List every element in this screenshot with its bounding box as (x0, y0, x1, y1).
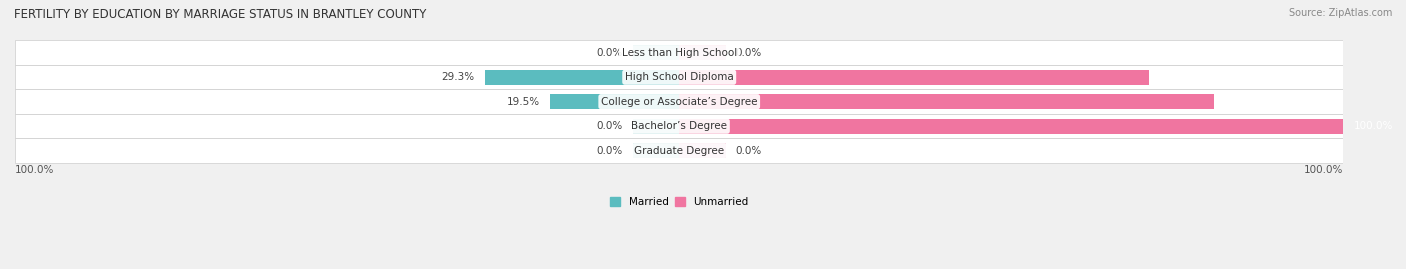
Text: 29.3%: 29.3% (441, 72, 475, 82)
Text: College or Associate’s Degree: College or Associate’s Degree (600, 97, 758, 107)
Legend: Married, Unmarried: Married, Unmarried (606, 193, 752, 211)
Bar (679, 70, 1149, 85)
Bar (633, 45, 679, 60)
Bar (679, 45, 725, 60)
Bar (679, 94, 1213, 109)
Text: Source: ZipAtlas.com: Source: ZipAtlas.com (1288, 8, 1392, 18)
Text: 100.0%: 100.0% (15, 165, 55, 175)
Text: 0.0%: 0.0% (596, 48, 623, 58)
Bar (15, 40, 1344, 65)
Text: 19.5%: 19.5% (506, 97, 540, 107)
Bar (550, 94, 679, 109)
Text: 70.7%: 70.7% (1159, 72, 1192, 82)
Text: 100.0%: 100.0% (1354, 121, 1393, 131)
Bar (15, 114, 1344, 139)
Bar (15, 89, 1344, 114)
Text: Bachelor’s Degree: Bachelor’s Degree (631, 121, 727, 131)
Bar (485, 70, 679, 85)
Bar (633, 119, 679, 134)
Text: 0.0%: 0.0% (735, 146, 762, 156)
Bar (15, 65, 1344, 89)
Text: FERTILITY BY EDUCATION BY MARRIAGE STATUS IN BRANTLEY COUNTY: FERTILITY BY EDUCATION BY MARRIAGE STATU… (14, 8, 426, 21)
Text: Less than High School: Less than High School (621, 48, 737, 58)
Text: 0.0%: 0.0% (596, 121, 623, 131)
Bar (679, 143, 725, 158)
Text: 80.5%: 80.5% (1223, 97, 1257, 107)
Text: High School Diploma: High School Diploma (624, 72, 734, 82)
Text: Graduate Degree: Graduate Degree (634, 146, 724, 156)
Text: 0.0%: 0.0% (596, 146, 623, 156)
Bar (633, 143, 679, 158)
Bar (679, 119, 1344, 134)
Text: 0.0%: 0.0% (735, 48, 762, 58)
Text: 100.0%: 100.0% (1305, 165, 1344, 175)
Bar (15, 139, 1344, 163)
